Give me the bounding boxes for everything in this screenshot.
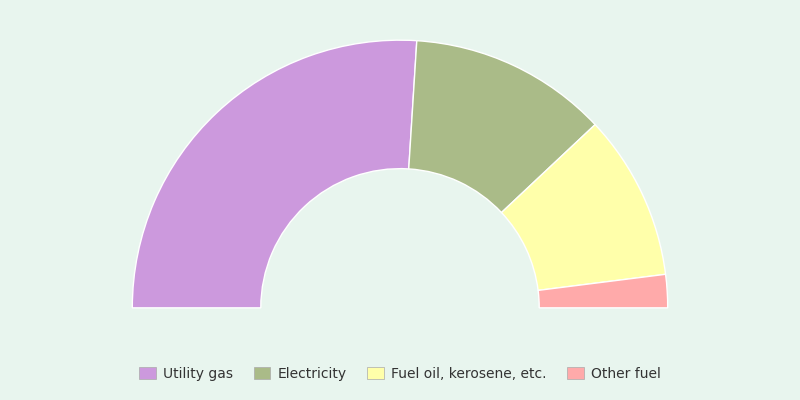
Wedge shape [538,274,668,308]
Wedge shape [409,41,595,212]
Wedge shape [132,40,417,308]
Wedge shape [502,124,666,290]
Legend: Utility gas, Electricity, Fuel oil, kerosene, etc., Other fuel: Utility gas, Electricity, Fuel oil, kero… [139,367,661,381]
